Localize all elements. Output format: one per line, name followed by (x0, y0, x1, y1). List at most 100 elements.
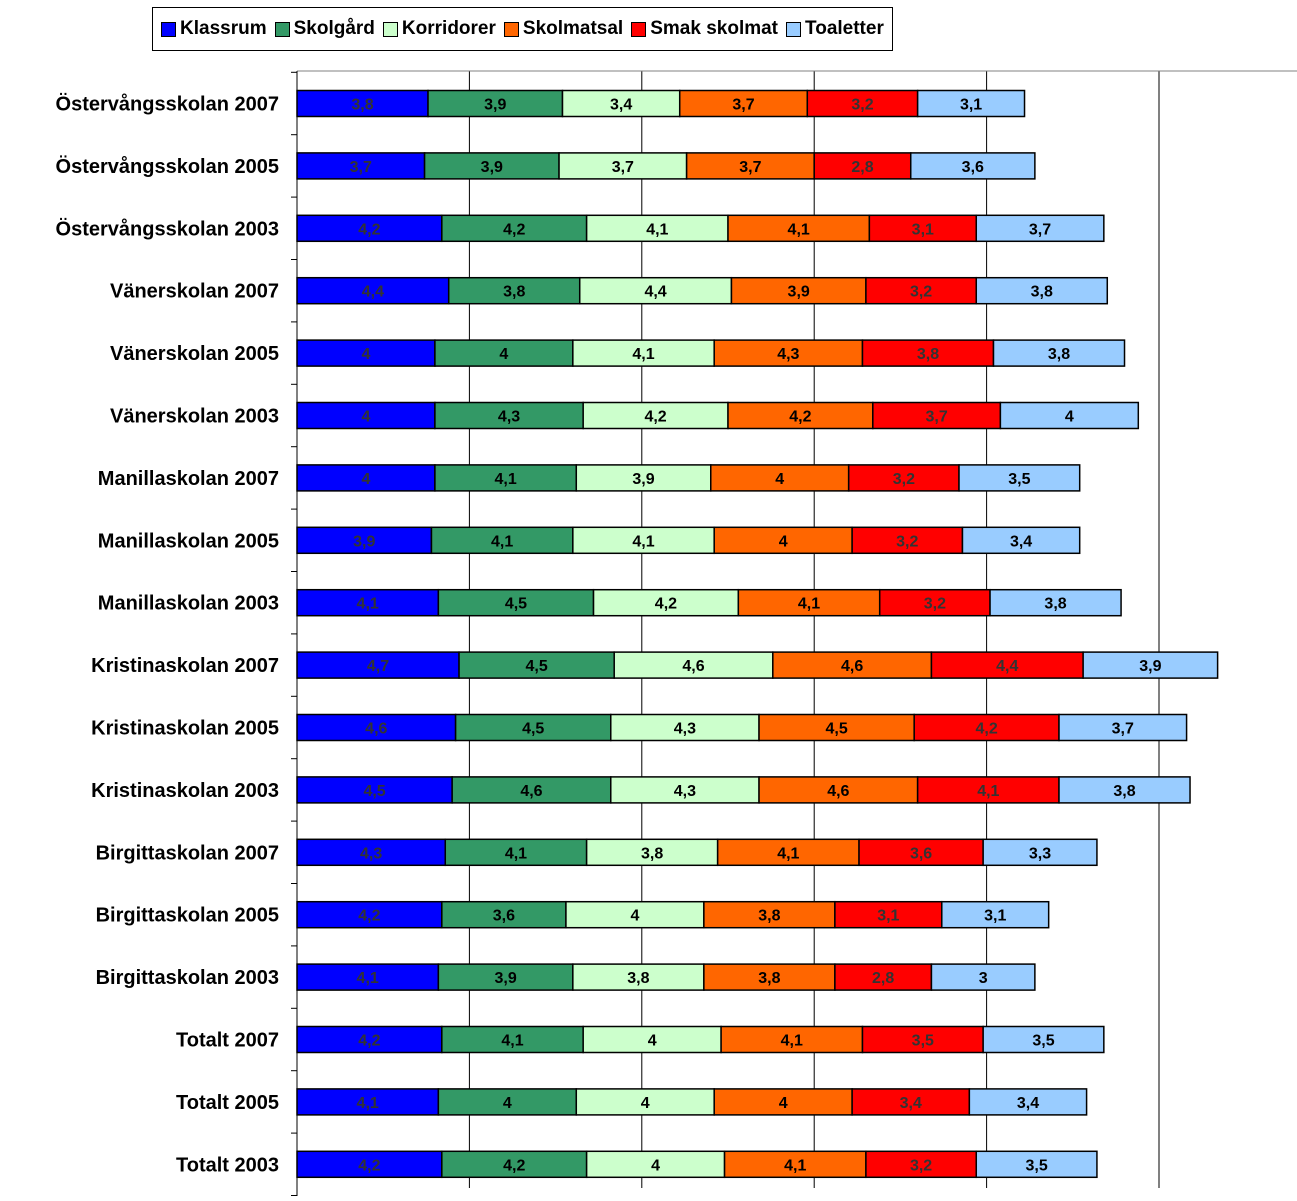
data-label: 4,1 (977, 783, 999, 800)
data-label: 4,3 (498, 409, 520, 426)
data-label: 4 (779, 533, 788, 550)
data-label: 4,5 (825, 721, 847, 738)
data-label: 4,1 (784, 1157, 806, 1174)
data-label: 4,6 (520, 783, 542, 800)
bar-segment (296, 838, 447, 867)
data-label: 4,1 (646, 221, 668, 238)
bar-segment (296, 89, 429, 118)
data-label: 3,2 (910, 1157, 932, 1174)
bar-segment (296, 1025, 443, 1054)
bar-segment (703, 963, 836, 991)
data-label: 4,2 (503, 221, 525, 238)
data-label: 3,4 (900, 1095, 922, 1112)
data-label: 2,8 (851, 159, 873, 176)
bar-segment (941, 900, 1050, 929)
bar-segment (1058, 776, 1191, 804)
data-label: 3,8 (351, 97, 373, 114)
data-label: 3,2 (851, 97, 873, 114)
bar-segment (427, 89, 564, 118)
data-label: 4,6 (682, 658, 704, 675)
category-label: Östervångsskolan 2003 (56, 217, 279, 240)
data-label: 4,1 (491, 533, 513, 550)
bar-segment (441, 1025, 584, 1054)
legend-swatch (503, 21, 519, 37)
category-label: Kristinaskolan 2007 (91, 655, 279, 677)
bar-segment (451, 776, 612, 804)
data-label: 4,4 (362, 284, 384, 301)
data-label: 4,4 (644, 284, 666, 301)
legend-swatch (631, 21, 647, 37)
bar-segment (296, 214, 443, 243)
data-label: 4,7 (367, 658, 389, 675)
data-label: 4,6 (841, 658, 863, 675)
bar-segment (958, 464, 1081, 492)
data-label: 3,8 (503, 284, 525, 301)
data-label: 4,6 (827, 783, 849, 800)
category-label: Östervångsskolan 2007 (56, 93, 279, 116)
data-label: 4,2 (358, 1033, 380, 1050)
data-label: 4 (503, 1095, 512, 1112)
data-label: 3,7 (739, 159, 761, 176)
bar-segment (834, 900, 943, 929)
data-label: 4,5 (526, 658, 548, 675)
data-label: 3,6 (910, 845, 932, 862)
data-label: 4,2 (358, 1157, 380, 1174)
bar-segment (916, 776, 1060, 804)
category-label: Manillaskolan 2007 (98, 468, 279, 490)
bar-segment (296, 1150, 443, 1179)
data-label: 3,9 (484, 97, 506, 114)
bar-segment (296, 1088, 440, 1116)
legend-item: Toaletter (786, 18, 884, 40)
data-label: 3,9 (1139, 658, 1161, 675)
bar-segment (561, 89, 681, 118)
data-label: 3,4 (1017, 1095, 1039, 1112)
data-label: 4,6 (365, 721, 387, 738)
bar-segment (565, 900, 705, 929)
data-label: 3,8 (917, 346, 939, 363)
legend-label: Korridorer (401, 18, 496, 39)
data-label: 3,9 (788, 284, 810, 301)
bar-segment (989, 588, 1122, 617)
bar-segment (1058, 713, 1188, 742)
category-label: Vänerskolan 2005 (110, 343, 279, 365)
data-label: 3,8 (1113, 783, 1135, 800)
bar-segment (296, 526, 433, 555)
bar-segment (992, 339, 1126, 367)
bar-segment (772, 651, 933, 679)
data-label: 3,2 (910, 284, 932, 301)
category-label: Kristinaskolan 2003 (91, 780, 279, 802)
bar-segment (585, 838, 719, 867)
bar-segment (437, 1088, 578, 1116)
bar-segment (578, 276, 733, 305)
bar-segment (430, 526, 574, 555)
data-label: 4,2 (789, 409, 811, 426)
category-label: Kristinaskolan 2005 (91, 718, 279, 740)
bar-segment (585, 214, 729, 243)
legend-swatch (161, 21, 176, 37)
data-label: 3,5 (1025, 1157, 1047, 1174)
category-label: Birgittaskolan 2005 (96, 905, 279, 927)
legend-label: Klassrum (180, 18, 267, 39)
bar-segment (296, 588, 440, 617)
data-label: 4,5 (505, 596, 527, 613)
data-label: 3,1 (960, 97, 982, 114)
legend-item: Korridorer (382, 18, 496, 40)
data-label: 4,3 (777, 346, 799, 363)
data-label: 3,7 (1112, 721, 1134, 738)
data-label: 4 (641, 1095, 650, 1112)
bar-segment (296, 152, 426, 180)
bar-segment (878, 588, 991, 617)
bar-segment (572, 526, 715, 555)
data-label: 3,4 (610, 97, 632, 114)
data-label: 3,8 (641, 845, 663, 862)
bar-segment (982, 1025, 1105, 1054)
data-label: 3,2 (924, 596, 946, 613)
bar-segment (975, 276, 1109, 305)
data-label: 3,8 (1048, 346, 1070, 363)
data-label: 4,5 (522, 721, 544, 738)
legend-item: Klassrum (161, 18, 267, 40)
data-label: 4,4 (996, 658, 1018, 675)
category-label: Totalt 2005 (176, 1092, 279, 1114)
